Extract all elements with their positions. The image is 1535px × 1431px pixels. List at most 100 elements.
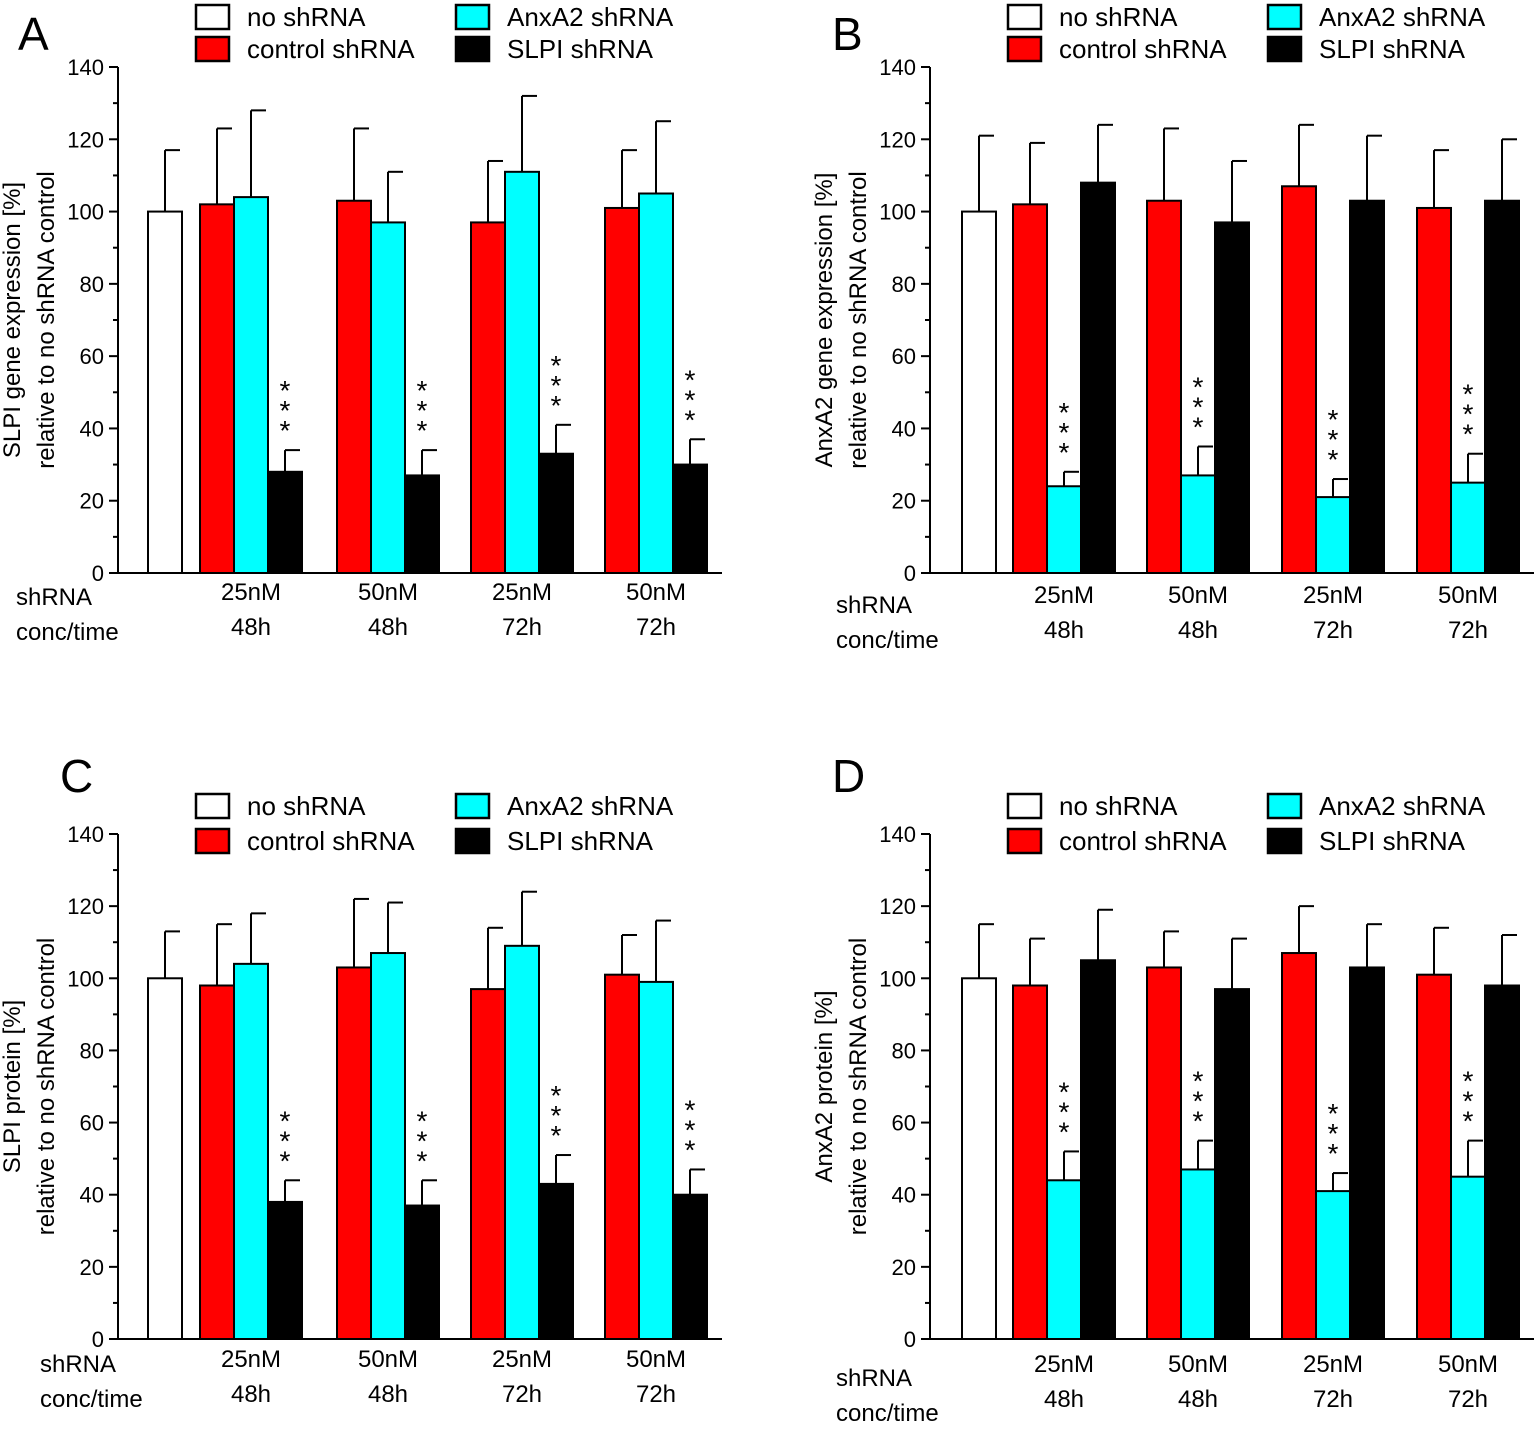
x-axis-title: shRNA (836, 592, 912, 619)
legend-label-none: no shRNA (247, 791, 366, 821)
x-group-label: 50nM (1168, 582, 1228, 609)
bar-no-shrna (147, 210, 183, 574)
panel-letter: C (60, 750, 93, 802)
legend-label-slpi: SLPI shRNA (1319, 34, 1466, 64)
legend-label-none: no shRNA (1059, 2, 1178, 32)
x-group-label-2: 48h (368, 614, 408, 641)
x-group-label-2: 72h (636, 1381, 676, 1408)
legend-swatch-anxa2 (454, 792, 491, 820)
significance-marker: * (280, 415, 291, 446)
significance-marker: * (1328, 1098, 1339, 1129)
significance-marker: * (280, 1105, 291, 1136)
legend-label-anxa2: AnxA2 shRNA (1319, 791, 1486, 821)
x-axis-title-2: conc/time (40, 1386, 143, 1413)
panel-d: Dno shRNA control shRNA AnxA2 shRNA SLPI sh… (811, 750, 1534, 1427)
panel-letter: D (832, 750, 865, 802)
x-group-label: 25nM (221, 1346, 281, 1373)
legend-item-slpi: SLPI shRNA (454, 34, 654, 64)
x-group-label: 50nM (358, 1346, 418, 1373)
significance-marker: * (551, 390, 562, 421)
significance-marker: * (280, 1145, 291, 1176)
x-group-label-2: 48h (1178, 617, 1218, 644)
bar-control-shrna (470, 988, 506, 1340)
significance-marker: * (1059, 437, 1070, 468)
legend-label-anxa2: AnxA2 shRNA (507, 791, 674, 821)
legend-label-none: no shRNA (247, 2, 366, 32)
x-group-label: 50nM (1438, 1351, 1498, 1378)
bar-anxa2-shrna (233, 962, 269, 1340)
y-tick-label: 60 (80, 1111, 104, 1136)
bar-control-shrna (470, 221, 506, 575)
bar-control-shrna (336, 966, 372, 1340)
significance-marker: * (685, 1134, 696, 1165)
bar-slpi-shrna (1349, 199, 1385, 574)
bar-anxa2-shrna (1180, 1168, 1216, 1340)
y-tick-label: 40 (892, 1183, 916, 1208)
bar-anxa2-shrna (1450, 1175, 1486, 1341)
significance-marker: * (685, 404, 696, 435)
bar-slpi-shrna (404, 474, 440, 574)
bar-slpi-shrna (1214, 988, 1250, 1340)
significance-marker: * (1059, 1116, 1070, 1147)
significance-marker: * (1463, 1066, 1474, 1097)
significance-marker: * (1463, 419, 1474, 450)
legend-label-slpi: SLPI shRNA (507, 34, 654, 64)
significance-marker: * (685, 1114, 696, 1145)
y-tick-label: 120 (879, 894, 916, 919)
bar-control-shrna (1416, 206, 1452, 574)
y-tick-label: 140 (879, 822, 916, 847)
bar-anxa2-shrna (504, 170, 540, 574)
x-group-label-2: 48h (231, 614, 271, 641)
significance-marker: * (417, 415, 428, 446)
significance-marker: * (1463, 399, 1474, 430)
significance-marker: * (551, 1100, 562, 1131)
bar-slpi-shrna (267, 470, 303, 574)
x-group-label: 25nM (1303, 1351, 1363, 1378)
bar-anxa2-shrna (1180, 474, 1216, 574)
x-axis-title-2: conc/time (836, 627, 939, 654)
bar-slpi-shrna (672, 463, 708, 575)
x-group-label: 50nM (626, 1346, 686, 1373)
x-group-label-2: 48h (368, 1381, 408, 1408)
bar-no-shrna (961, 210, 997, 574)
x-group-label-2: 72h (1313, 617, 1353, 644)
x-group-label-2: 72h (1313, 1386, 1353, 1413)
legend-swatch-none (1006, 792, 1043, 820)
significance-marker: * (1059, 417, 1070, 448)
legend-swatch-slpi (1266, 827, 1303, 855)
bar-control-shrna (336, 199, 372, 574)
x-axis-title: shRNA (836, 1365, 912, 1392)
bar-anxa2-shrna (1450, 481, 1486, 574)
bar-control-shrna (1281, 952, 1317, 1340)
legend-label-anxa2: AnxA2 shRNA (1319, 2, 1486, 32)
legend-item-anxa2: AnxA2 shRNA (454, 791, 674, 821)
legend-item-anxa2: AnxA2 shRNA (1266, 791, 1486, 821)
bar-no-shrna (961, 977, 997, 1340)
legend-item-control: control shRNA (194, 826, 415, 856)
legend-item-none: no shRNA (1006, 791, 1178, 821)
legend-label-none: no shRNA (1059, 791, 1178, 821)
significance-marker: * (417, 1125, 428, 1156)
significance-marker: * (685, 364, 696, 395)
bar-slpi-shrna (267, 1200, 303, 1341)
x-group-label-2: 48h (1044, 617, 1084, 644)
bar-anxa2-shrna (1315, 496, 1351, 575)
significance-marker: * (1328, 424, 1339, 455)
panel-c: Cno shRNA control shRNA AnxA2 shRNA SLPI sh… (0, 750, 722, 1413)
y-tick-label: 0 (92, 561, 104, 586)
significance-marker: * (1059, 1076, 1070, 1107)
bar-anxa2-shrna (370, 221, 406, 575)
y-tick-label: 60 (892, 1111, 916, 1136)
bar-anxa2-shrna (370, 952, 406, 1340)
bar-control-shrna (1416, 973, 1452, 1341)
legend-swatch-anxa2 (454, 3, 491, 31)
significance-marker: * (1193, 392, 1204, 423)
significance-marker: * (1059, 397, 1070, 428)
y-tick-label: 40 (80, 1183, 104, 1208)
significance-marker: * (551, 1120, 562, 1151)
x-group-label: 25nM (492, 579, 552, 606)
bar-anxa2-shrna (504, 944, 540, 1340)
significance-marker: * (417, 1105, 428, 1136)
bar-anxa2-shrna (638, 980, 674, 1341)
